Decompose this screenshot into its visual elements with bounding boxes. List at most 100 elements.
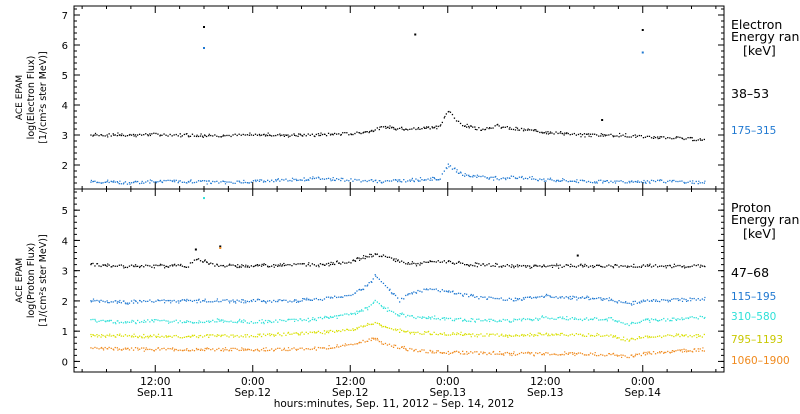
data-point (302, 135, 304, 137)
data-point (184, 321, 186, 324)
data-point (155, 132, 157, 135)
data-point (434, 315, 436, 317)
data-point (598, 354, 600, 357)
data-point (263, 323, 265, 325)
data-point (590, 334, 592, 336)
data-point (529, 296, 531, 298)
data-point (287, 136, 290, 138)
data-point (373, 301, 375, 303)
data-point (567, 264, 569, 266)
data-point (565, 318, 567, 321)
data-point (139, 321, 141, 324)
data-point (453, 263, 456, 265)
data-point (484, 319, 487, 321)
electron-ytick-label: 7 (62, 11, 68, 22)
data-point (390, 180, 393, 182)
data-point (602, 298, 604, 300)
data-point (453, 117, 456, 119)
data-point (267, 265, 269, 267)
data-point (589, 133, 592, 135)
data-point (516, 264, 519, 266)
data-point (543, 265, 545, 267)
data-point (118, 322, 120, 324)
data-point (323, 330, 326, 332)
data-point (494, 334, 496, 336)
data-point (143, 266, 145, 268)
data-point (153, 319, 155, 321)
data-point (206, 301, 208, 303)
data-point (573, 265, 575, 268)
data-point (236, 134, 238, 137)
data-point (386, 180, 389, 182)
data-point (163, 319, 165, 321)
data-point (584, 354, 586, 356)
data-point (281, 265, 283, 267)
data-point (622, 339, 624, 341)
data-point (502, 299, 504, 301)
data-point (100, 347, 102, 349)
data-point (226, 299, 228, 301)
data-point (313, 298, 315, 300)
data-point (581, 134, 584, 136)
data-point (155, 264, 157, 266)
data-point (504, 299, 506, 301)
data-point (139, 265, 141, 267)
data-point (167, 135, 169, 137)
data-point (443, 290, 445, 292)
data-point (509, 321, 511, 323)
data-point (576, 179, 578, 181)
electron-ytick-label: 4 (62, 101, 68, 112)
data-point (256, 336, 259, 338)
data-point (340, 330, 342, 333)
data-point (350, 262, 352, 264)
data-point (149, 336, 151, 338)
data-point (193, 334, 196, 336)
data-point (365, 255, 367, 257)
data-point (287, 264, 289, 266)
data-point (352, 180, 354, 182)
data-point (681, 300, 684, 302)
data-point (224, 299, 226, 301)
data-point (501, 266, 503, 268)
data-point (234, 321, 236, 323)
data-point (98, 334, 100, 337)
data-point (94, 320, 97, 322)
data-point (608, 353, 610, 355)
data-point (385, 326, 387, 328)
data-point (522, 335, 525, 337)
data-point (612, 266, 614, 268)
data-point (411, 292, 413, 294)
data-point (531, 320, 533, 322)
data-point (291, 265, 293, 267)
data-point (541, 179, 543, 181)
data-point (112, 348, 114, 350)
data-point (425, 288, 427, 291)
data-point (626, 356, 628, 359)
data-point (325, 331, 328, 333)
data-point (438, 179, 440, 181)
data-point (704, 316, 706, 319)
data-point (230, 181, 232, 183)
data-point (117, 182, 119, 184)
data-point (513, 351, 515, 353)
data-point (470, 351, 472, 353)
data-point (681, 334, 683, 336)
data-point (376, 322, 378, 324)
data-point (206, 183, 208, 185)
data-point (92, 135, 94, 137)
data-point (105, 264, 107, 267)
data-point (659, 352, 661, 354)
data-point (556, 263, 558, 265)
data-point (445, 167, 447, 169)
data-point (569, 334, 571, 336)
data-point (218, 265, 220, 267)
data-point (638, 301, 640, 303)
outlier-point (203, 47, 205, 49)
data-point (124, 334, 127, 336)
data-point (269, 300, 271, 302)
data-point (252, 322, 255, 324)
data-point (356, 257, 358, 260)
data-point (336, 133, 338, 135)
data-point (490, 127, 492, 129)
data-point (633, 263, 635, 265)
